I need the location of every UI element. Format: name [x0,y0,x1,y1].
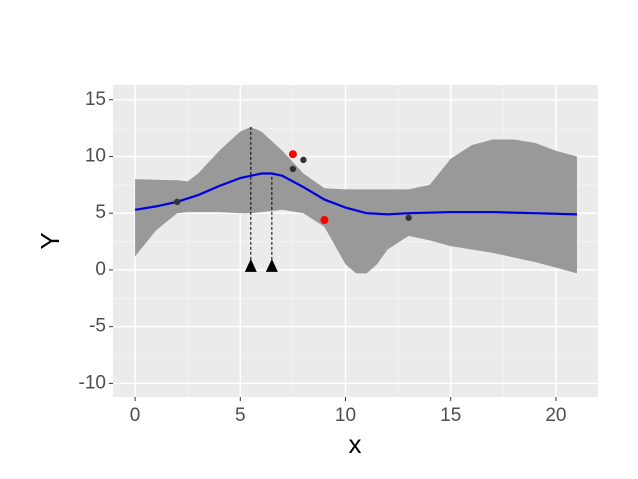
marker-triangle [244,258,257,272]
y-tick-label: 10 [85,145,106,166]
highlight-point [288,150,297,159]
y-tick-label: -5 [89,316,106,337]
y-tick-label: 5 [95,202,106,223]
y-tick-label: 15 [85,89,106,110]
y-axis-title: Y [35,232,65,249]
y-tick-label: -10 [79,372,106,393]
y-tick-label: 0 [95,259,106,280]
marker-triangle [265,258,278,272]
x-axis-title: x [349,429,362,459]
data-point [300,156,307,164]
x-tick-label: 15 [440,405,461,426]
mean-line [134,172,577,216]
x-tick-label: 10 [335,405,356,426]
x-tick-label: 5 [235,405,246,426]
x-tick-label: 0 [130,405,141,426]
highlight-point [320,216,329,225]
data-point [289,165,297,173]
confidence-band [135,126,577,274]
data-point [173,198,181,206]
data-point [405,214,412,221]
x-tick-label: 20 [545,405,566,426]
